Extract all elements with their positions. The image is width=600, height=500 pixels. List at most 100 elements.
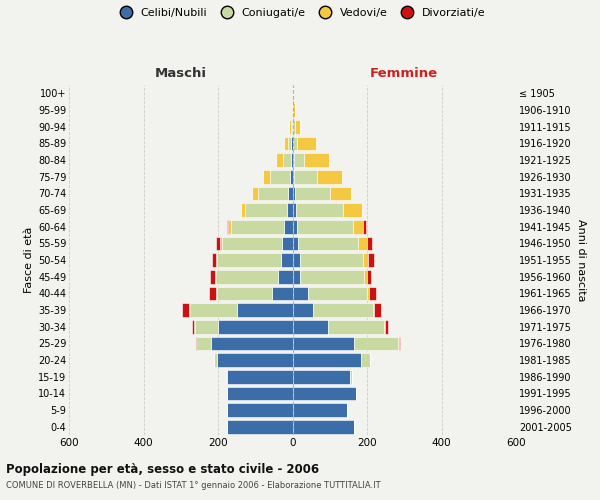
Bar xyxy=(227,420,293,434)
Bar xyxy=(216,236,220,250)
Bar xyxy=(297,220,353,234)
Bar xyxy=(290,170,293,183)
Bar xyxy=(328,320,384,334)
Bar xyxy=(384,320,385,334)
Bar xyxy=(288,186,293,200)
Bar xyxy=(190,303,238,317)
Bar xyxy=(241,203,245,217)
Bar xyxy=(367,270,371,283)
Bar xyxy=(276,153,283,167)
Bar xyxy=(293,103,295,117)
Bar xyxy=(293,253,300,267)
Bar xyxy=(296,203,343,217)
Bar xyxy=(343,203,362,217)
Text: Maschi: Maschi xyxy=(155,67,207,80)
Bar xyxy=(189,303,190,317)
Bar xyxy=(350,370,352,384)
Bar xyxy=(272,286,293,300)
Bar xyxy=(293,270,300,283)
Bar xyxy=(216,286,217,300)
Bar xyxy=(211,336,293,350)
Bar xyxy=(281,253,293,267)
Bar xyxy=(292,136,293,150)
Bar xyxy=(289,136,292,150)
Bar xyxy=(293,153,304,167)
Bar xyxy=(289,120,290,134)
Bar xyxy=(398,336,400,350)
Bar xyxy=(293,353,361,367)
Bar xyxy=(194,320,195,334)
Bar xyxy=(226,370,227,384)
Bar xyxy=(298,236,358,250)
Bar xyxy=(196,336,197,350)
Bar xyxy=(245,203,287,217)
Bar xyxy=(317,170,342,183)
Bar xyxy=(283,153,291,167)
Text: Popolazione per età, sesso e stato civile - 2006: Popolazione per età, sesso e stato civil… xyxy=(6,462,319,475)
Bar xyxy=(368,253,374,267)
Bar xyxy=(218,320,293,334)
Text: COMUNE DI ROVERBELLA (MN) - Dati ISTAT 1° gennaio 2006 - Elaborazione TUTTITALIA: COMUNE DI ROVERBELLA (MN) - Dati ISTAT 1… xyxy=(6,481,380,490)
Bar xyxy=(363,220,366,234)
Bar xyxy=(300,270,364,283)
Bar xyxy=(330,186,352,200)
Bar xyxy=(192,320,194,334)
Bar xyxy=(293,236,298,250)
Bar xyxy=(291,153,293,167)
Bar xyxy=(293,136,297,150)
Bar xyxy=(293,220,297,234)
Bar xyxy=(358,236,367,250)
Bar xyxy=(238,303,293,317)
Bar xyxy=(373,303,374,317)
Y-axis label: Anni di nascita: Anni di nascita xyxy=(576,218,586,301)
Bar xyxy=(284,220,293,234)
Bar xyxy=(293,303,313,317)
Bar xyxy=(290,120,292,134)
Bar xyxy=(364,270,367,283)
Bar xyxy=(293,420,354,434)
Bar xyxy=(182,303,189,317)
Bar xyxy=(278,270,293,283)
Bar xyxy=(361,353,370,367)
Bar xyxy=(293,120,295,134)
Bar xyxy=(354,336,398,350)
Bar xyxy=(220,236,222,250)
Bar xyxy=(363,253,368,267)
Y-axis label: Fasce di età: Fasce di età xyxy=(23,227,34,293)
Bar xyxy=(385,320,388,334)
Bar xyxy=(263,170,270,183)
Bar xyxy=(293,170,295,183)
Bar xyxy=(209,286,216,300)
Bar xyxy=(227,403,293,417)
Legend: Celibi/Nubili, Coniugati/e, Vedovi/e, Divorziati/e: Celibi/Nubili, Coniugati/e, Vedovi/e, Di… xyxy=(112,6,488,20)
Bar xyxy=(293,370,350,384)
Bar xyxy=(374,303,381,317)
Bar xyxy=(284,136,289,150)
Bar xyxy=(270,170,290,183)
Bar xyxy=(195,320,218,334)
Bar xyxy=(292,103,293,117)
Bar xyxy=(227,220,229,234)
Bar xyxy=(353,220,363,234)
Bar xyxy=(313,303,373,317)
Bar xyxy=(229,220,232,234)
Bar xyxy=(217,286,272,300)
Bar xyxy=(293,286,308,300)
Bar xyxy=(216,270,278,283)
Bar xyxy=(282,236,293,250)
Bar xyxy=(293,320,328,334)
Bar xyxy=(287,203,293,217)
Bar xyxy=(295,170,317,183)
Bar xyxy=(293,403,347,417)
Bar xyxy=(212,253,216,267)
Bar xyxy=(308,286,367,300)
Bar xyxy=(293,336,354,350)
Bar xyxy=(258,186,288,200)
Bar xyxy=(297,136,316,150)
Bar xyxy=(217,353,293,367)
Bar xyxy=(227,370,293,384)
Bar xyxy=(295,120,301,134)
Bar xyxy=(293,386,356,400)
Bar xyxy=(367,286,369,300)
Bar xyxy=(222,236,282,250)
